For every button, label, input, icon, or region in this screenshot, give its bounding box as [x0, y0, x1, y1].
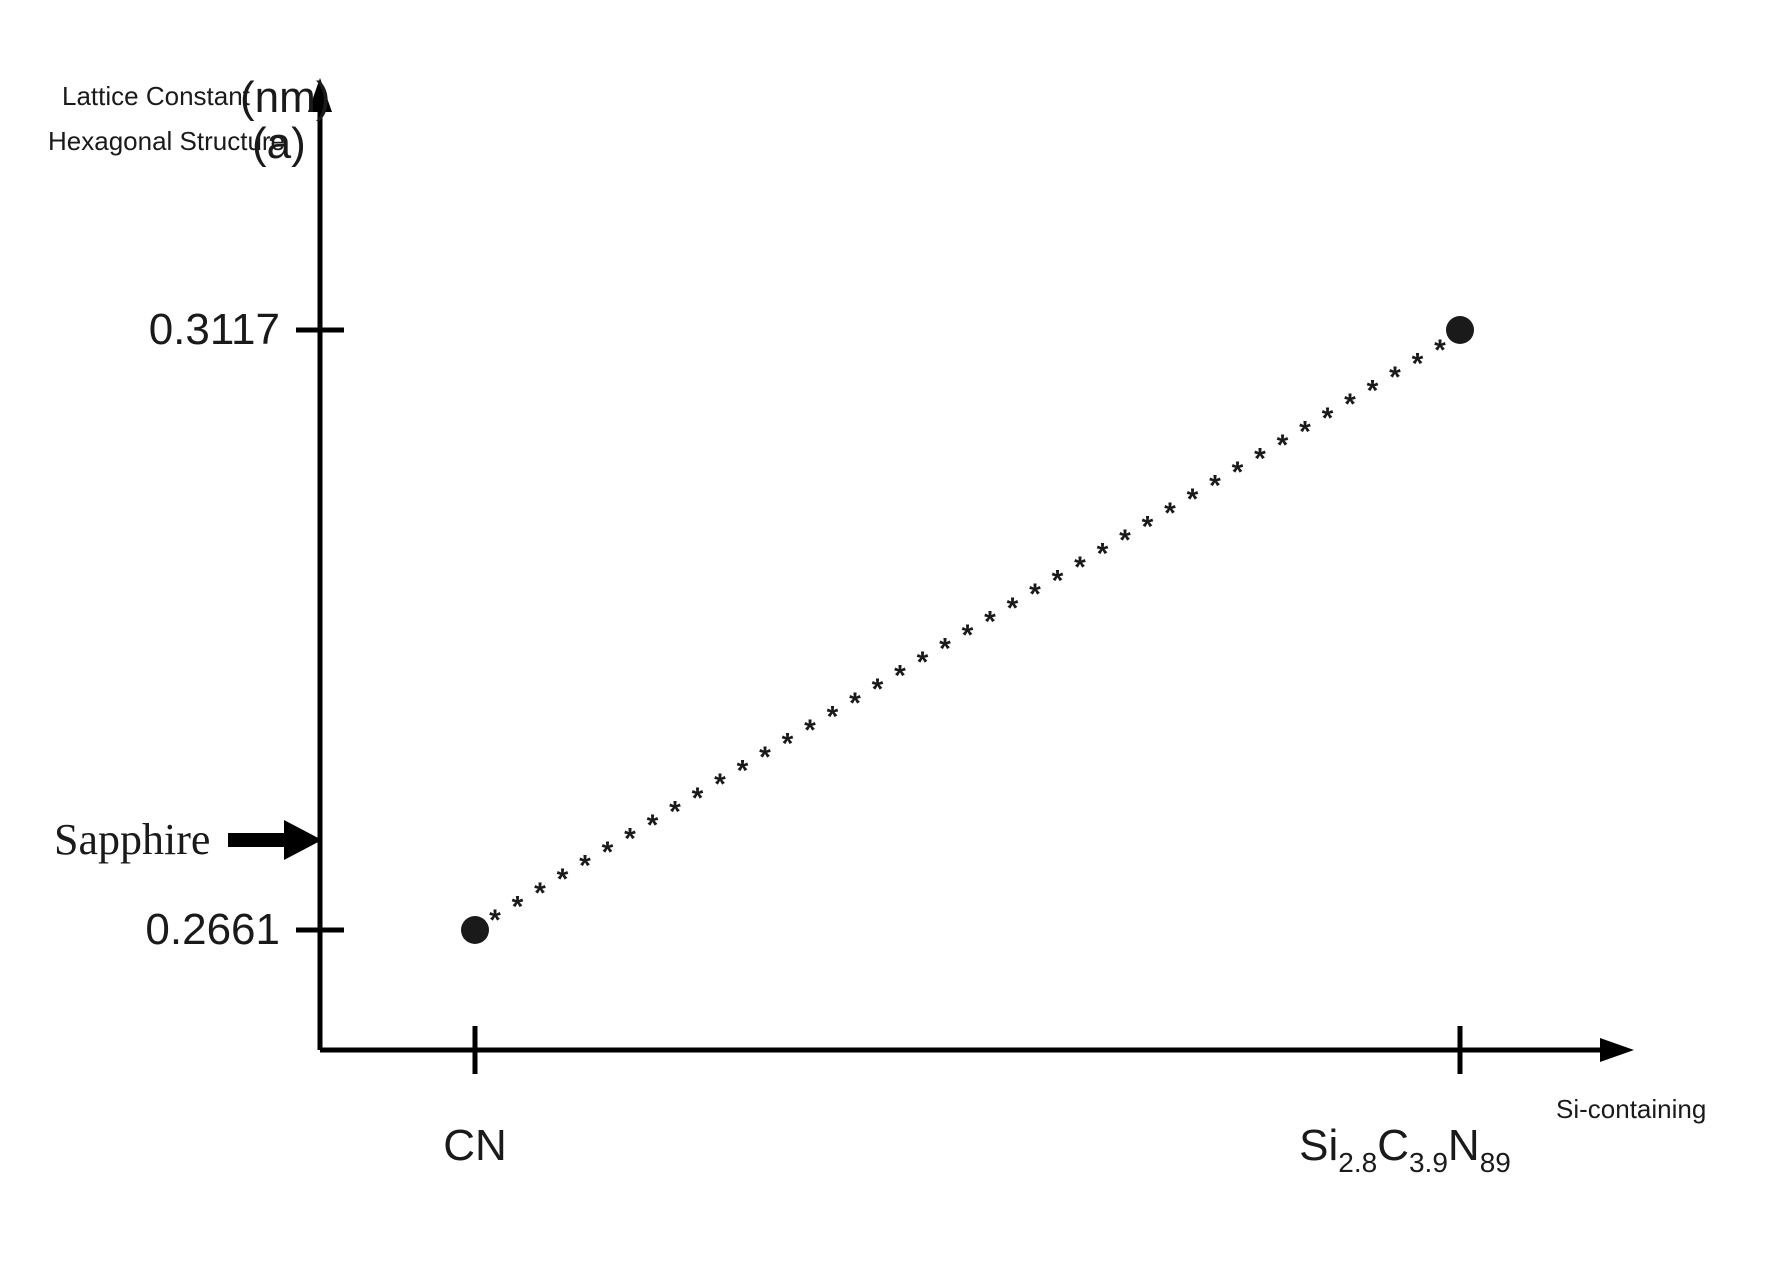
svg-text:*: *	[647, 809, 659, 842]
svg-text:*: *	[1052, 565, 1064, 598]
svg-text:*: *	[1389, 361, 1401, 394]
svg-text:*: *	[894, 660, 906, 693]
sapphire-arrow-head	[284, 820, 322, 860]
y-tick-label-lower: 0.2661	[145, 905, 280, 954]
x-label-cn: CN	[443, 1121, 507, 1170]
svg-text:*: *	[1029, 578, 1041, 611]
y-title-subunit: (a)	[252, 119, 306, 168]
svg-text:*: *	[489, 904, 501, 937]
svg-text:*: *	[1187, 483, 1199, 516]
svg-text:*: *	[1434, 334, 1446, 367]
svg-text:*: *	[1007, 592, 1019, 625]
svg-text:*: *	[579, 850, 591, 883]
svg-text:*: *	[714, 768, 726, 801]
svg-text:*: *	[849, 687, 861, 720]
svg-text:*: *	[737, 755, 749, 788]
svg-text:*: *	[804, 714, 816, 747]
svg-text:*: *	[1142, 510, 1154, 543]
axes	[308, 78, 1634, 1062]
svg-text:*: *	[557, 863, 569, 896]
y-axis-title: Lattice Constant (nm) Hexagonal Structur…	[48, 73, 330, 168]
svg-text:*: *	[827, 700, 839, 733]
svg-text:*: *	[1119, 524, 1131, 557]
svg-text:*: *	[1164, 497, 1176, 530]
svg-text:*: *	[872, 673, 884, 706]
point-cn	[461, 916, 489, 944]
svg-text:*: *	[917, 646, 929, 679]
y-title-line2: Hexagonal Structure	[48, 126, 285, 156]
chart-svg: Lattice Constant (nm) Hexagonal Structur…	[0, 0, 1773, 1270]
svg-text:*: *	[669, 795, 681, 828]
svg-text:*: *	[1367, 375, 1379, 408]
svg-text:*: *	[984, 605, 996, 638]
svg-text:*: *	[602, 836, 614, 869]
trend-line-stars: * * * * * * * * * * * * * * * * * * * * * * * * * * * * * * * * * * * * * * * *…	[489, 334, 1446, 937]
svg-text:*: *	[1277, 429, 1289, 462]
svg-text:*: *	[1322, 402, 1334, 435]
svg-text:*: *	[692, 782, 704, 815]
svg-text:*: *	[512, 890, 524, 923]
svg-text:*: *	[1097, 538, 1109, 571]
y-tick-label-upper: 0.3117	[149, 305, 280, 354]
svg-text:*: *	[759, 741, 771, 774]
y-title-line1: Lattice Constant	[62, 81, 251, 111]
point-sicn	[1446, 316, 1474, 344]
svg-text:*: *	[1254, 443, 1266, 476]
sapphire-label: Sapphire	[54, 815, 210, 864]
x-label-sicn: Si2.8C3.9N89	[1299, 1121, 1511, 1178]
svg-text:*: *	[962, 619, 974, 652]
svg-text:*: *	[1412, 348, 1424, 381]
y-title-unit: (nm)	[240, 73, 330, 122]
lattice-constant-chart: Lattice Constant (nm) Hexagonal Structur…	[0, 0, 1773, 1270]
x-axis-right-label: Si-containing	[1556, 1094, 1706, 1124]
svg-text:*: *	[534, 877, 546, 910]
svg-text:*: *	[1209, 470, 1221, 503]
svg-text:*: *	[1232, 456, 1244, 489]
x-axis-arrowhead	[1600, 1038, 1634, 1062]
svg-text:*: *	[624, 823, 636, 856]
svg-text:*: *	[782, 728, 794, 761]
svg-text:*: *	[1344, 388, 1356, 421]
svg-text:*: *	[1074, 551, 1086, 584]
svg-text:*: *	[1299, 415, 1311, 448]
svg-text:*: *	[939, 633, 951, 666]
sapphire-annotation: Sapphire	[54, 815, 322, 864]
